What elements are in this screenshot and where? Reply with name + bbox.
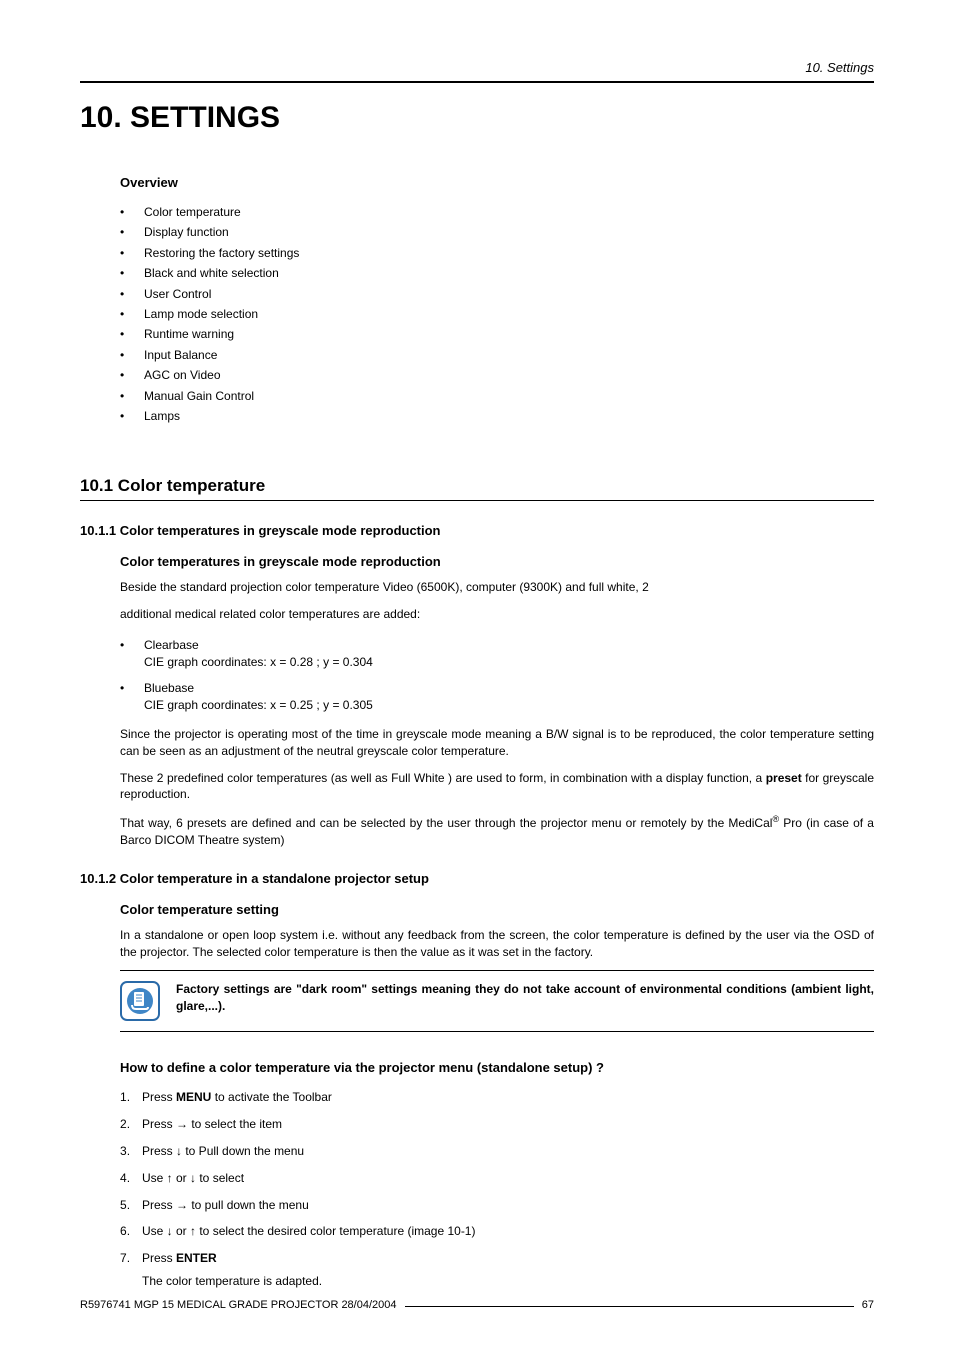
definition-item: Clearbase CIE graph coordinates: x = 0.2… <box>120 637 874 671</box>
step-item: Press ENTER The color temperature is ada… <box>120 1250 874 1290</box>
step-item: Press ↓ to Pull down the menu <box>120 1143 874 1160</box>
def-name: Clearbase <box>144 638 199 652</box>
body-text: additional medical related color tempera… <box>120 606 874 623</box>
subsection-title-10-1-2: 10.1.2 Color temperature in a standalone… <box>80 871 874 886</box>
step-item: Use ↑ or ↓ to select <box>120 1170 874 1187</box>
note-text: Factory settings are "dark room" setting… <box>176 981 874 1015</box>
note-block: Factory settings are "dark room" setting… <box>120 970 874 1032</box>
body-text: That way, 6 presets are defined and can … <box>120 813 874 849</box>
overview-item: Display function <box>120 222 874 242</box>
page-footer: R5976741 MGP 15 MEDICAL GRADE PROJECTOR … <box>80 1299 874 1311</box>
text-run: to activate the Toolbar <box>211 1090 332 1104</box>
step-item: Press MENU to activate the Toolbar <box>120 1089 874 1106</box>
def-name: Bluebase <box>144 681 194 695</box>
overview-item: AGC on Video <box>120 365 874 385</box>
overview-item: Lamp mode selection <box>120 304 874 324</box>
howto-heading: How to define a color temperature via th… <box>120 1060 874 1075</box>
section-rule <box>80 500 874 501</box>
def-coords: CIE graph coordinates: x = 0.28 ; y = 0.… <box>144 655 373 669</box>
text-bold: ENTER <box>176 1251 217 1265</box>
text-run: That way, 6 presets are defined and can … <box>120 816 772 830</box>
step-item: Press → to select the item <box>120 1116 874 1133</box>
page-header-label: 10. Settings <box>80 60 874 75</box>
step-item: Press → to pull down the menu <box>120 1197 874 1214</box>
footer-rule <box>405 1306 854 1307</box>
overview-item: Manual Gain Control <box>120 386 874 406</box>
text-run: Press <box>142 1251 176 1265</box>
definition-list: Clearbase CIE graph coordinates: x = 0.2… <box>120 637 874 714</box>
body-text: Since the projector is operating most of… <box>120 726 874 760</box>
chapter-title: 10. SETTINGS <box>80 101 874 135</box>
footer-doc-ref: R5976741 MGP 15 MEDICAL GRADE PROJECTOR … <box>80 1299 397 1311</box>
overview-item: Lamps <box>120 406 874 426</box>
step-item: Use ↓ or ↑ to select the desired color t… <box>120 1223 874 1240</box>
definition-item: Bluebase CIE graph coordinates: x = 0.25… <box>120 680 874 714</box>
overview-item: Black and white selection <box>120 263 874 283</box>
overview-item: Color temperature <box>120 202 874 222</box>
text-run: Press <box>142 1090 176 1104</box>
def-coords: CIE graph coordinates: x = 0.25 ; y = 0.… <box>144 698 373 712</box>
overview-item: Input Balance <box>120 345 874 365</box>
text-run: These 2 predefined color temperatures (a… <box>120 771 766 785</box>
step-subtext: The color temperature is adapted. <box>142 1273 874 1290</box>
text-bold: preset <box>766 771 802 785</box>
overview-item: User Control <box>120 284 874 304</box>
steps-list: Press MENU to activate the Toolbar Press… <box>120 1089 874 1289</box>
note-icon <box>120 981 160 1021</box>
body-text: These 2 predefined color temperatures (a… <box>120 770 874 804</box>
section-title-10-1: 10.1 Color temperature <box>80 476 874 496</box>
header-rule <box>80 81 874 83</box>
subheading-10-1-2: Color temperature setting <box>120 902 874 917</box>
overview-item: Restoring the factory settings <box>120 243 874 263</box>
body-text: In a standalone or open loop system i.e.… <box>120 927 874 961</box>
overview-heading: Overview <box>120 175 874 190</box>
overview-list: Color temperature Display function Resto… <box>120 202 874 426</box>
subheading-10-1-1: Color temperatures in greyscale mode rep… <box>120 554 874 569</box>
overview-item: Runtime warning <box>120 324 874 344</box>
footer-page-number: 67 <box>862 1299 874 1311</box>
body-text: Beside the standard projection color tem… <box>120 579 874 596</box>
subsection-title-10-1-1: 10.1.1 Color temperatures in greyscale m… <box>80 523 874 538</box>
text-bold: MENU <box>176 1090 211 1104</box>
